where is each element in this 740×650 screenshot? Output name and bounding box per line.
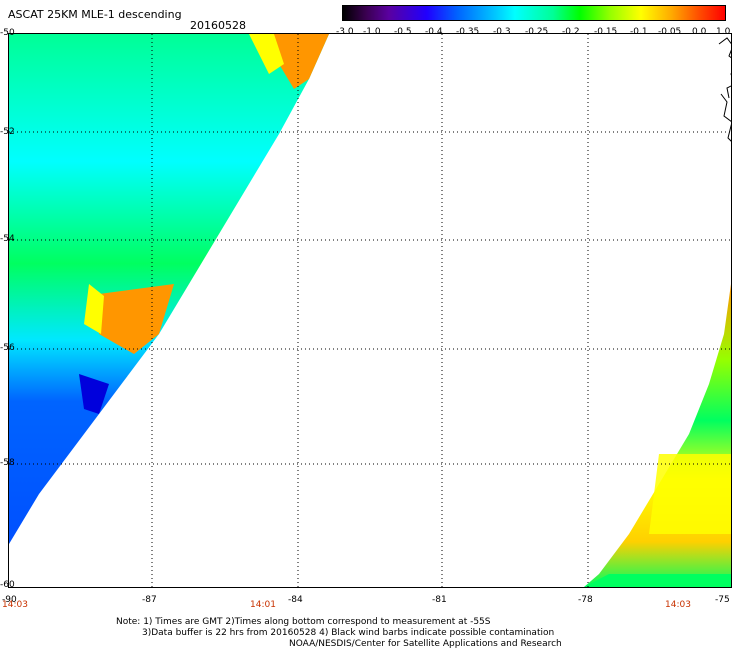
swath-patch-yellow-right [649,454,731,534]
colorbar-label: -0.25 [525,27,549,37]
graticule [9,34,731,587]
lat-label: -60 [0,580,15,590]
colorbar-label: -0.4 [425,27,443,37]
colorbar-label: -3.0 [336,27,354,37]
swath-patch-orange-mid [99,284,174,354]
colorbar-label: -0.5 [394,27,412,37]
note-line-3: NOAA/NESDIS/Center for Satellite Applica… [289,639,562,649]
colorbar [342,5,726,21]
coastline [718,37,731,142]
note-line-1: Note: 1) Times are GMT 2)Times along bot… [116,617,491,627]
colorbar-label: 1.0 [716,27,731,37]
lat-label: -52 [0,127,15,137]
swath-patch-orange-top [269,34,329,89]
lon-label: -87 [142,595,157,605]
swath-patch-blue-dark [79,374,109,414]
time-label: 14:03 [2,600,28,610]
lon-label: -81 [432,595,447,605]
lat-label: -54 [0,234,15,244]
swath-patch-green-bottom [584,574,731,587]
colorbar-label: 0.0 [692,27,707,37]
lon-label: -75 [715,595,730,605]
lat-label: -56 [0,343,15,353]
note-line-2: 3)Data buffer is 22 hrs from 20160528 4)… [142,628,555,638]
lon-label: -90 [2,595,17,605]
time-label: 14:03 [665,600,691,610]
map-date: 20160528 [190,19,246,32]
map-panel[interactable] [8,33,732,588]
swath-svg [9,34,731,587]
lon-label: -78 [578,595,593,605]
time-label: 14:01 [250,600,276,610]
swath-patch-yellow-mid [84,284,104,334]
colorbar-label: -0.05 [658,27,682,37]
lon-label: -84 [288,595,303,605]
colorbar-label: -0.2 [562,27,580,37]
colorbar-label: -0.3 [493,27,511,37]
swath-right [584,284,731,587]
colorbar-label: -0.15 [594,27,618,37]
map-title: ASCAT 25KM MLE-1 descending [8,8,182,21]
colorbar-labels: -3.0 -1.0 -0.5 -0.4 -0.35 -0.3 -0.25 -0.… [336,27,736,39]
colorbar-label: -0.1 [630,27,648,37]
colorbar-label: -1.0 [363,27,381,37]
lat-label: -50 [0,28,15,38]
colorbar-label: -0.35 [456,27,480,37]
swath-patch-yellow-top [249,34,284,74]
lat-label: -58 [0,458,15,468]
